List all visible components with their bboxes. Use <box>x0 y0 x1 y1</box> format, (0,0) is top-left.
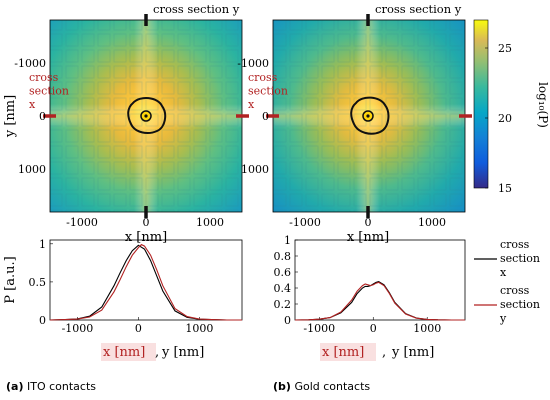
lineplot-panel-b: -1000 0 1000 0 0.2 0.4 0.6 0.8 1 x [nm] , y [nm] <box>274 234 466 361</box>
legend: cross section x cross section y <box>474 238 543 325</box>
y-tick-label: -1000 <box>14 57 46 70</box>
heatmap-b-y-ticks: -1000 0 1000 <box>237 57 269 176</box>
caption-b-text: Gold contacts <box>294 380 371 393</box>
y-tick-label: 1000 <box>18 163 46 176</box>
x-tick-label: 1000 <box>185 322 213 335</box>
annotation-left-line1: cross <box>29 71 59 84</box>
lineplot-a-xlabel-red: x [nm] <box>103 345 145 360</box>
x-tick-label: 0 <box>370 322 377 335</box>
legend-label-line1: cross <box>500 284 530 297</box>
y-tick-label: 0.4 <box>274 282 292 295</box>
colorbar-tick-label: 20 <box>498 112 512 125</box>
legend-label-line3: y <box>499 312 507 325</box>
lineplot-b-series <box>294 281 465 321</box>
series-line-cross-section-y <box>294 281 465 321</box>
heatmap-a-center-dot <box>144 114 148 118</box>
lineplot-a-xlabel-black: y [nm] <box>161 345 204 360</box>
lineplot-a-xlabel-highlight <box>101 343 156 361</box>
caption-a-text: ITO contacts <box>26 380 96 393</box>
series-line-cross-section-x <box>294 281 465 321</box>
lineplot-b-xlabel-black: y [nm] <box>391 345 434 360</box>
lineplot-b-xlabel-red: x [nm] <box>322 345 364 360</box>
legend-label-cross-section-x: cross section x <box>500 238 543 279</box>
heatmap-b-x-ticks: -1000 0 1000 <box>289 216 446 229</box>
caption-a-label: (a) <box>6 380 24 393</box>
annotation-left-line3: x <box>248 98 255 111</box>
lineplot-a-ylabel: P [a.u.] <box>3 256 18 303</box>
lineplot-a-ticks: -1000 0 1000 0 0.5 1 <box>29 238 214 335</box>
lineplot-a-frame <box>49 239 243 321</box>
heatmap-a-contour <box>127 97 167 134</box>
annotation-left-line3: x <box>29 98 36 111</box>
x-tick-label: -1000 <box>62 322 94 335</box>
lineplot-a-series <box>49 243 242 321</box>
x-tick-label: 0 <box>135 322 142 335</box>
y-tick-label: 0 <box>39 314 46 327</box>
heatmap-b-center-dot <box>366 114 370 118</box>
y-tick-label: 0.2 <box>274 298 292 311</box>
x-tick-label: 1000 <box>196 216 224 229</box>
x-tick-label: 1000 <box>418 216 446 229</box>
y-tick-label: 0 <box>284 314 291 327</box>
x-tick-label: 1000 <box>413 322 441 335</box>
lineplot-a-xlabel-sep: , <box>155 345 159 360</box>
colorbar-label: log₁₀(P) <box>536 82 550 128</box>
y-tick-label: 0 <box>262 110 269 123</box>
legend-label-line1: cross <box>500 238 530 251</box>
caption-b-label: (b) <box>273 380 291 393</box>
y-tick-label: 1 <box>39 238 46 251</box>
y-tick-label: -1000 <box>237 57 269 70</box>
series-line-cross-section-y <box>49 243 242 321</box>
lineplot-b-frame <box>294 239 466 321</box>
heatmap-a-x-ticks: -1000 0 1000 <box>66 216 224 229</box>
heatmap-b-annotation-left: cross section x <box>248 71 291 111</box>
y-tick-label: 0.8 <box>274 250 292 263</box>
heatmap-b-xlabel: x [nm] <box>347 230 389 245</box>
x-tick-label: -1000 <box>289 216 321 229</box>
x-tick-label: 0 <box>143 216 150 229</box>
lineplot-b-xlabel-sep: , <box>382 345 386 360</box>
colorbar-tick-label: 25 <box>498 42 512 55</box>
caption-a: (a) ITO contacts <box>6 380 96 393</box>
heatmap-b-contour <box>350 96 390 135</box>
heatmap-panel-b: cross section y cross section x -1000 0 … <box>237 2 472 245</box>
colorbar-tick-label: 15 <box>498 182 512 195</box>
annotation-left-line2: section <box>248 85 288 98</box>
lineplot-b-ticks: -1000 0 1000 0 0.2 0.4 0.6 0.8 1 <box>274 234 442 335</box>
y-tick-label: 0.6 <box>274 266 292 279</box>
heatmap-a-annotation-top: cross section y <box>153 2 240 16</box>
heatmap-a-ylabel: y [nm] <box>3 95 18 138</box>
y-tick-label: 1000 <box>241 163 269 176</box>
heatmap-a-xlabel: x [nm] <box>125 230 167 245</box>
heatmap-panel-a: cross section y cross section x -1000 0 … <box>3 2 249 245</box>
heatmap-a-y-ticks: -1000 0 1000 <box>14 57 46 176</box>
legend-label-line3: x <box>500 266 507 279</box>
annotation-left-line1: cross <box>248 71 278 84</box>
annotation-left-line2: section <box>29 85 69 98</box>
lineplot-b-xlabel-highlight <box>320 343 376 361</box>
y-tick-label: 0.5 <box>29 276 47 289</box>
y-tick-label: 0 <box>39 110 46 123</box>
legend-label-line2: section <box>500 252 540 265</box>
colorbar: 25 20 15 log₁₀(P) <box>473 19 550 195</box>
colorbar-gradient <box>473 19 489 189</box>
legend-label-line2: section <box>500 298 540 311</box>
heatmap-a-annotation-left: cross section x <box>29 71 72 111</box>
x-tick-label: -1000 <box>66 216 98 229</box>
y-tick-label: 1 <box>284 234 291 247</box>
lineplot-panel-a: -1000 0 1000 0 0.5 1 P [a.u.] x [nm] , y [nm] <box>3 238 243 361</box>
caption-b: (b) Gold contacts <box>273 380 370 393</box>
heatmap-b-annotation-top: cross section y <box>375 2 462 16</box>
x-tick-label: -1000 <box>303 322 335 335</box>
series-line-cross-section-x <box>49 244 242 321</box>
x-tick-label: 0 <box>365 216 372 229</box>
legend-label-cross-section-y: cross section y <box>499 284 543 325</box>
